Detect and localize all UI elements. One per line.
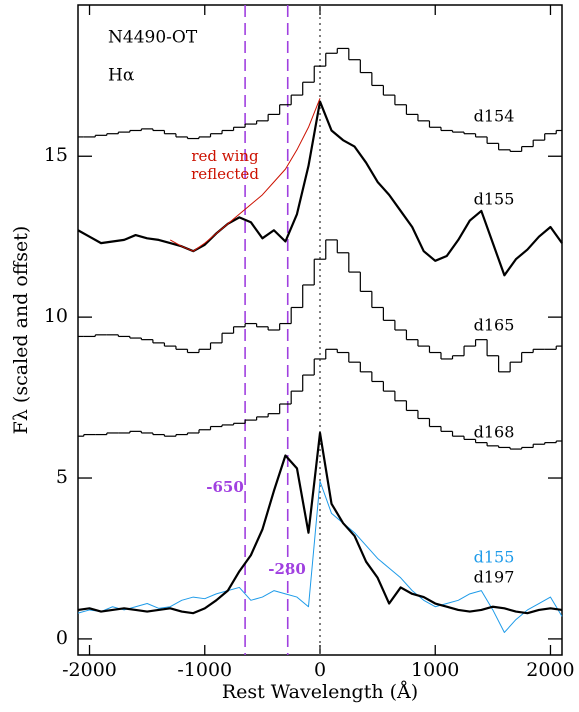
step-riser	[94, 239, 557, 372]
spectrum-line	[77, 100, 563, 277]
chart-title: N4490-OT	[108, 28, 198, 48]
x-tick-label: 2000	[526, 659, 574, 681]
x-tick-label: 1000	[411, 659, 459, 681]
series-label: red wing	[191, 147, 259, 165]
y-tick-label: 0	[56, 627, 68, 649]
series-label: d165	[474, 316, 515, 335]
chart-subtitle: Hα	[108, 66, 135, 86]
y-tick-label: 15	[44, 144, 68, 166]
series-label: d155	[474, 190, 515, 209]
reference-label: -280	[268, 560, 306, 578]
spectrum-line	[169, 98, 321, 252]
series-label: d168	[474, 423, 515, 442]
x-tick-label: -2000	[62, 659, 117, 681]
step-riser	[94, 48, 557, 152]
x-axis-label: Rest Wavelength (Å)	[222, 681, 418, 703]
series-label: d197	[474, 568, 515, 587]
series-label: d155	[474, 548, 515, 567]
series-label: reflected	[191, 165, 259, 183]
spectrum-line	[77, 431, 563, 615]
reference-label: -650	[206, 478, 244, 496]
step-riser	[83, 349, 557, 450]
x-tick-label: -1000	[177, 659, 232, 681]
y-tick-label: 10	[44, 305, 68, 327]
series-label: d154	[474, 107, 515, 126]
y-tick-label: 5	[56, 466, 68, 488]
x-tick-label: 0	[314, 659, 326, 681]
spectrum-line	[77, 480, 563, 633]
y-axis-label: Fλ (scaled and offset)	[10, 226, 32, 435]
